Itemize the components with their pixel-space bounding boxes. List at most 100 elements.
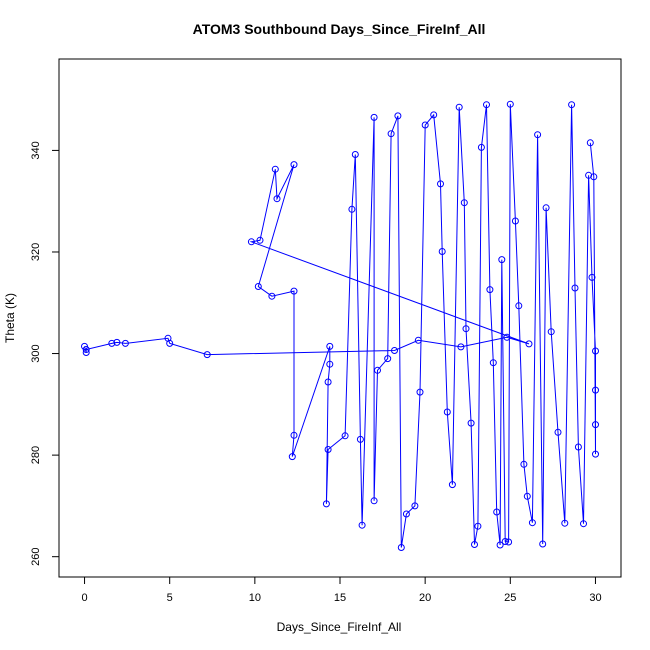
data-point: [374, 366, 381, 374]
data-point: [515, 302, 523, 310]
data-point: [384, 355, 392, 363]
data-point: [290, 431, 298, 439]
x-axis-label: Days_Since_FireInf_All: [277, 620, 402, 634]
data-point: [489, 359, 497, 367]
data-point: [571, 284, 579, 292]
series-line: [84, 104, 596, 548]
data-point: [483, 101, 490, 109]
data-point: [254, 283, 262, 290]
data-point: [457, 343, 465, 351]
y-tick-label: 260: [30, 548, 42, 566]
data-point: [391, 347, 398, 354]
data-point: [273, 195, 281, 203]
data-point: [505, 538, 513, 546]
data-point: [387, 130, 395, 138]
plot-frame: [58, 58, 622, 578]
y-axis: 260 280 300 320 340: [30, 141, 60, 566]
data-point: [370, 497, 378, 505]
data-point: [554, 428, 562, 436]
data-point: [542, 204, 550, 212]
data-point: [356, 435, 364, 443]
data-point: [477, 143, 485, 151]
data-point: [326, 360, 334, 368]
data-point: [397, 544, 405, 551]
y-tick-label: 280: [30, 446, 42, 464]
data-point: [528, 519, 536, 527]
data-point: [82, 349, 90, 356]
data-point: [462, 325, 470, 333]
data-point: [539, 540, 547, 548]
x-tick-label: 10: [249, 592, 261, 604]
data-point: [437, 180, 444, 188]
data-point: [438, 248, 446, 255]
data-point: [341, 432, 349, 440]
chart-title: ATOM3 Southbound Days_Since_FireInf_All: [193, 21, 486, 37]
data-point: [290, 161, 298, 169]
data-point: [471, 541, 478, 548]
data-point: [520, 460, 528, 468]
data-point: [348, 205, 356, 213]
data-point: [290, 287, 298, 295]
data-point: [256, 236, 264, 244]
data-point: [568, 101, 576, 109]
data-point: [547, 328, 555, 336]
data-point: [460, 199, 468, 207]
data-point: [326, 342, 334, 350]
data-point: [511, 217, 519, 225]
data-point: [108, 339, 116, 347]
x-tick-label: 25: [504, 592, 516, 604]
data-point: [121, 339, 129, 347]
x-axis: 0 5 10 15 20 25 30: [81, 576, 602, 604]
data-point: [370, 113, 378, 121]
data-point: [586, 139, 594, 147]
y-tick-label: 320: [30, 243, 42, 261]
data-point: [523, 492, 531, 500]
data-point: [474, 522, 482, 530]
data-point: [430, 111, 438, 119]
data-point: [394, 112, 402, 120]
data-point: [402, 510, 410, 518]
data-point: [288, 453, 296, 461]
y-axis-label: Theta (K): [3, 293, 17, 343]
data-point: [416, 388, 424, 396]
data-point: [588, 273, 596, 281]
data-point: [506, 100, 514, 108]
data-point: [592, 347, 599, 355]
data-point: [561, 519, 569, 527]
data-point: [496, 541, 504, 549]
data-point: [592, 421, 599, 429]
data-point: [247, 238, 255, 246]
data-point: [271, 165, 279, 173]
data-point: [493, 508, 501, 516]
data-point: [421, 121, 429, 129]
data-point: [580, 520, 587, 528]
data-point: [322, 500, 330, 508]
data-point: [268, 292, 276, 300]
data-point: [203, 351, 211, 359]
x-tick-label: 5: [167, 592, 173, 604]
data-point: [467, 419, 475, 427]
x-tick-label: 30: [589, 592, 601, 604]
data-point: [166, 339, 174, 347]
data-point: [324, 446, 332, 453]
data-point: [358, 521, 366, 529]
data-point: [486, 286, 494, 294]
data-point: [534, 131, 542, 139]
data-point: [324, 378, 332, 386]
data-point: [592, 386, 599, 394]
data-point: [82, 346, 90, 353]
data-point: [498, 256, 506, 264]
data-point: [351, 151, 359, 158]
data-point: [448, 481, 456, 489]
data-point: [590, 173, 598, 181]
data-point: [411, 502, 419, 510]
data-point: [501, 538, 509, 545]
data-point: [414, 336, 422, 344]
data-layer: [81, 100, 599, 551]
data-point: [113, 338, 121, 346]
x-tick-label: 15: [334, 592, 346, 604]
y-tick-label: 300: [30, 344, 42, 362]
x-tick-label: 20: [419, 592, 431, 604]
data-point: [455, 103, 463, 111]
